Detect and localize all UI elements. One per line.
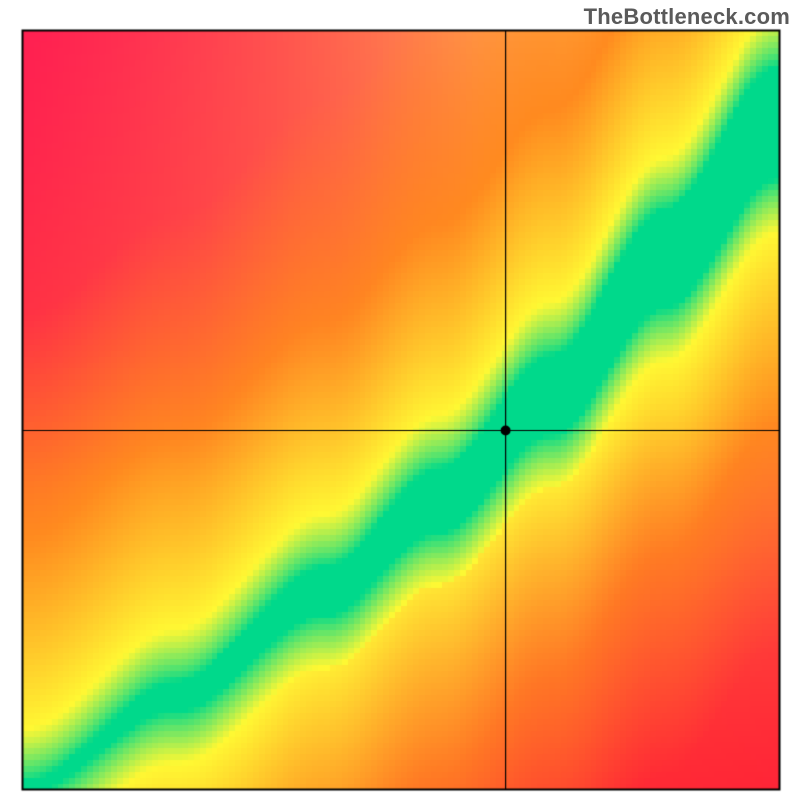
bottleneck-heatmap bbox=[0, 0, 800, 800]
watermark-label: TheBottleneck.com bbox=[584, 4, 790, 30]
